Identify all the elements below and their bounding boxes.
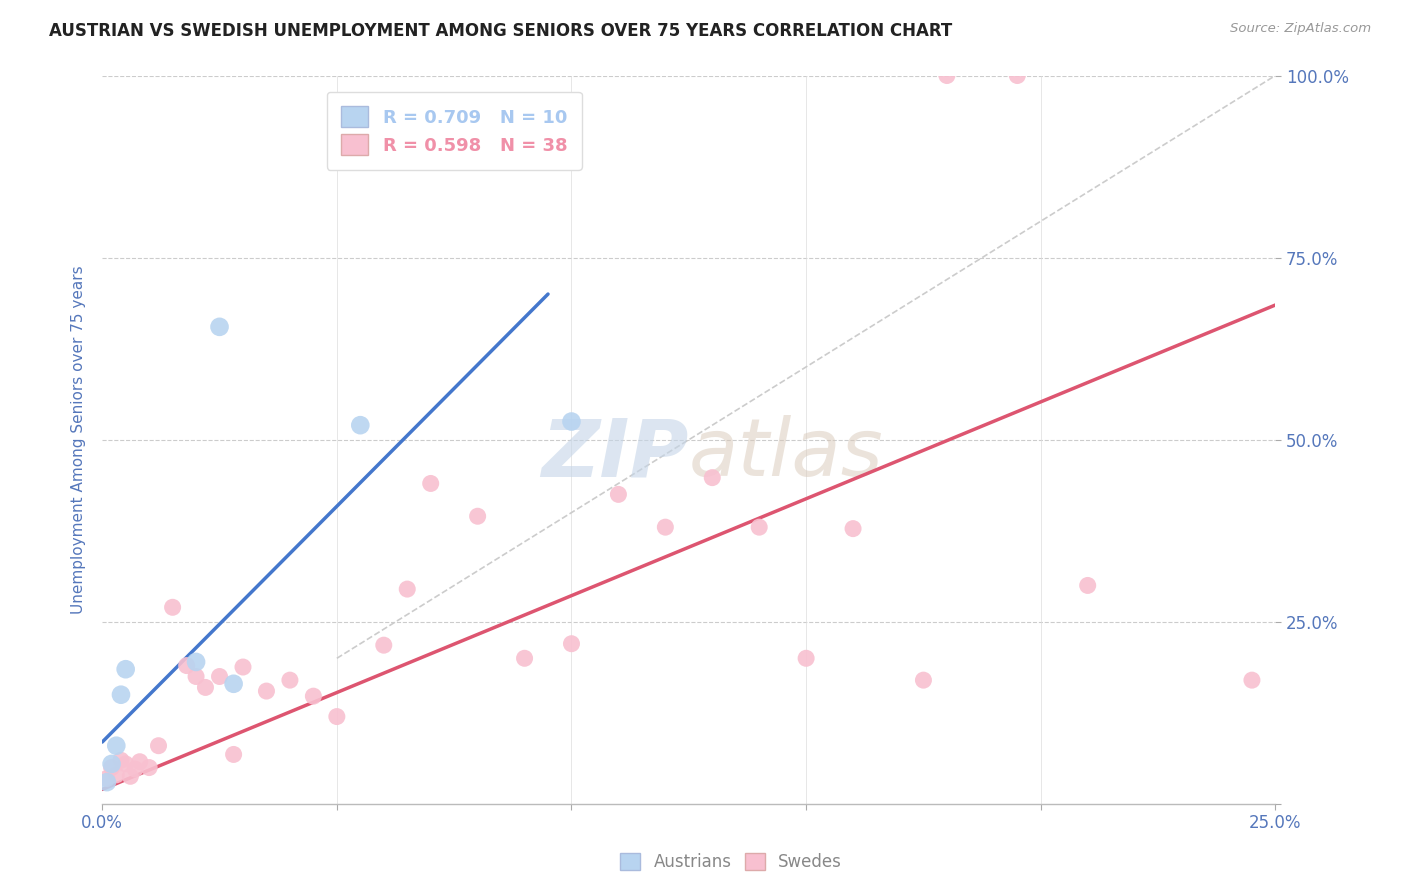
Point [302, 689, 325, 703]
Point [148, 739, 170, 753]
Point [278, 673, 301, 687]
Point [114, 756, 136, 771]
Point [120, 769, 142, 783]
Point [1240, 673, 1263, 687]
Point [162, 600, 184, 615]
Point [184, 669, 207, 683]
Point [208, 319, 231, 334]
Text: Source: ZipAtlas.com: Source: ZipAtlas.com [1230, 22, 1371, 36]
Point [100, 756, 122, 771]
Point [326, 709, 349, 723]
Point [349, 418, 371, 433]
Legend: R = 0.709   N = 10, R = 0.598   N = 38: R = 0.709 N = 10, R = 0.598 N = 38 [326, 92, 582, 169]
Point [419, 476, 441, 491]
Point [560, 637, 582, 651]
Point [176, 658, 198, 673]
Point [912, 673, 935, 687]
Point [222, 747, 245, 762]
Point [748, 520, 770, 534]
Point [702, 470, 724, 484]
Point [138, 760, 160, 774]
Point [654, 520, 676, 534]
Point [513, 651, 536, 665]
Legend: Austrians, Swedes: Austrians, Swedes [612, 845, 851, 880]
Point [373, 638, 395, 652]
Point [96, 775, 118, 789]
Point [607, 487, 630, 501]
Point [105, 768, 128, 782]
Point [842, 522, 865, 536]
Point [124, 762, 146, 776]
Text: atlas: atlas [689, 416, 883, 493]
Point [794, 651, 817, 665]
Point [194, 681, 217, 695]
Text: AUSTRIAN VS SWEDISH UNEMPLOYMENT AMONG SENIORS OVER 75 YEARS CORRELATION CHART: AUSTRIAN VS SWEDISH UNEMPLOYMENT AMONG S… [49, 22, 952, 40]
Point [110, 688, 132, 702]
Point [935, 69, 957, 83]
Point [256, 684, 278, 698]
Point [560, 415, 582, 429]
Point [222, 677, 245, 691]
Point [184, 655, 207, 669]
Point [128, 755, 150, 769]
Point [208, 669, 231, 683]
Point [105, 739, 128, 753]
Text: ZIP: ZIP [541, 416, 689, 493]
Point [1077, 578, 1099, 592]
Point [100, 760, 122, 774]
Point [232, 660, 254, 674]
Y-axis label: Unemployment Among Seniors over 75 years: Unemployment Among Seniors over 75 years [72, 266, 86, 614]
Point [96, 772, 118, 786]
Point [1007, 69, 1029, 83]
Point [114, 662, 136, 676]
Point [110, 753, 132, 767]
Point [467, 509, 489, 524]
Point [396, 582, 419, 596]
